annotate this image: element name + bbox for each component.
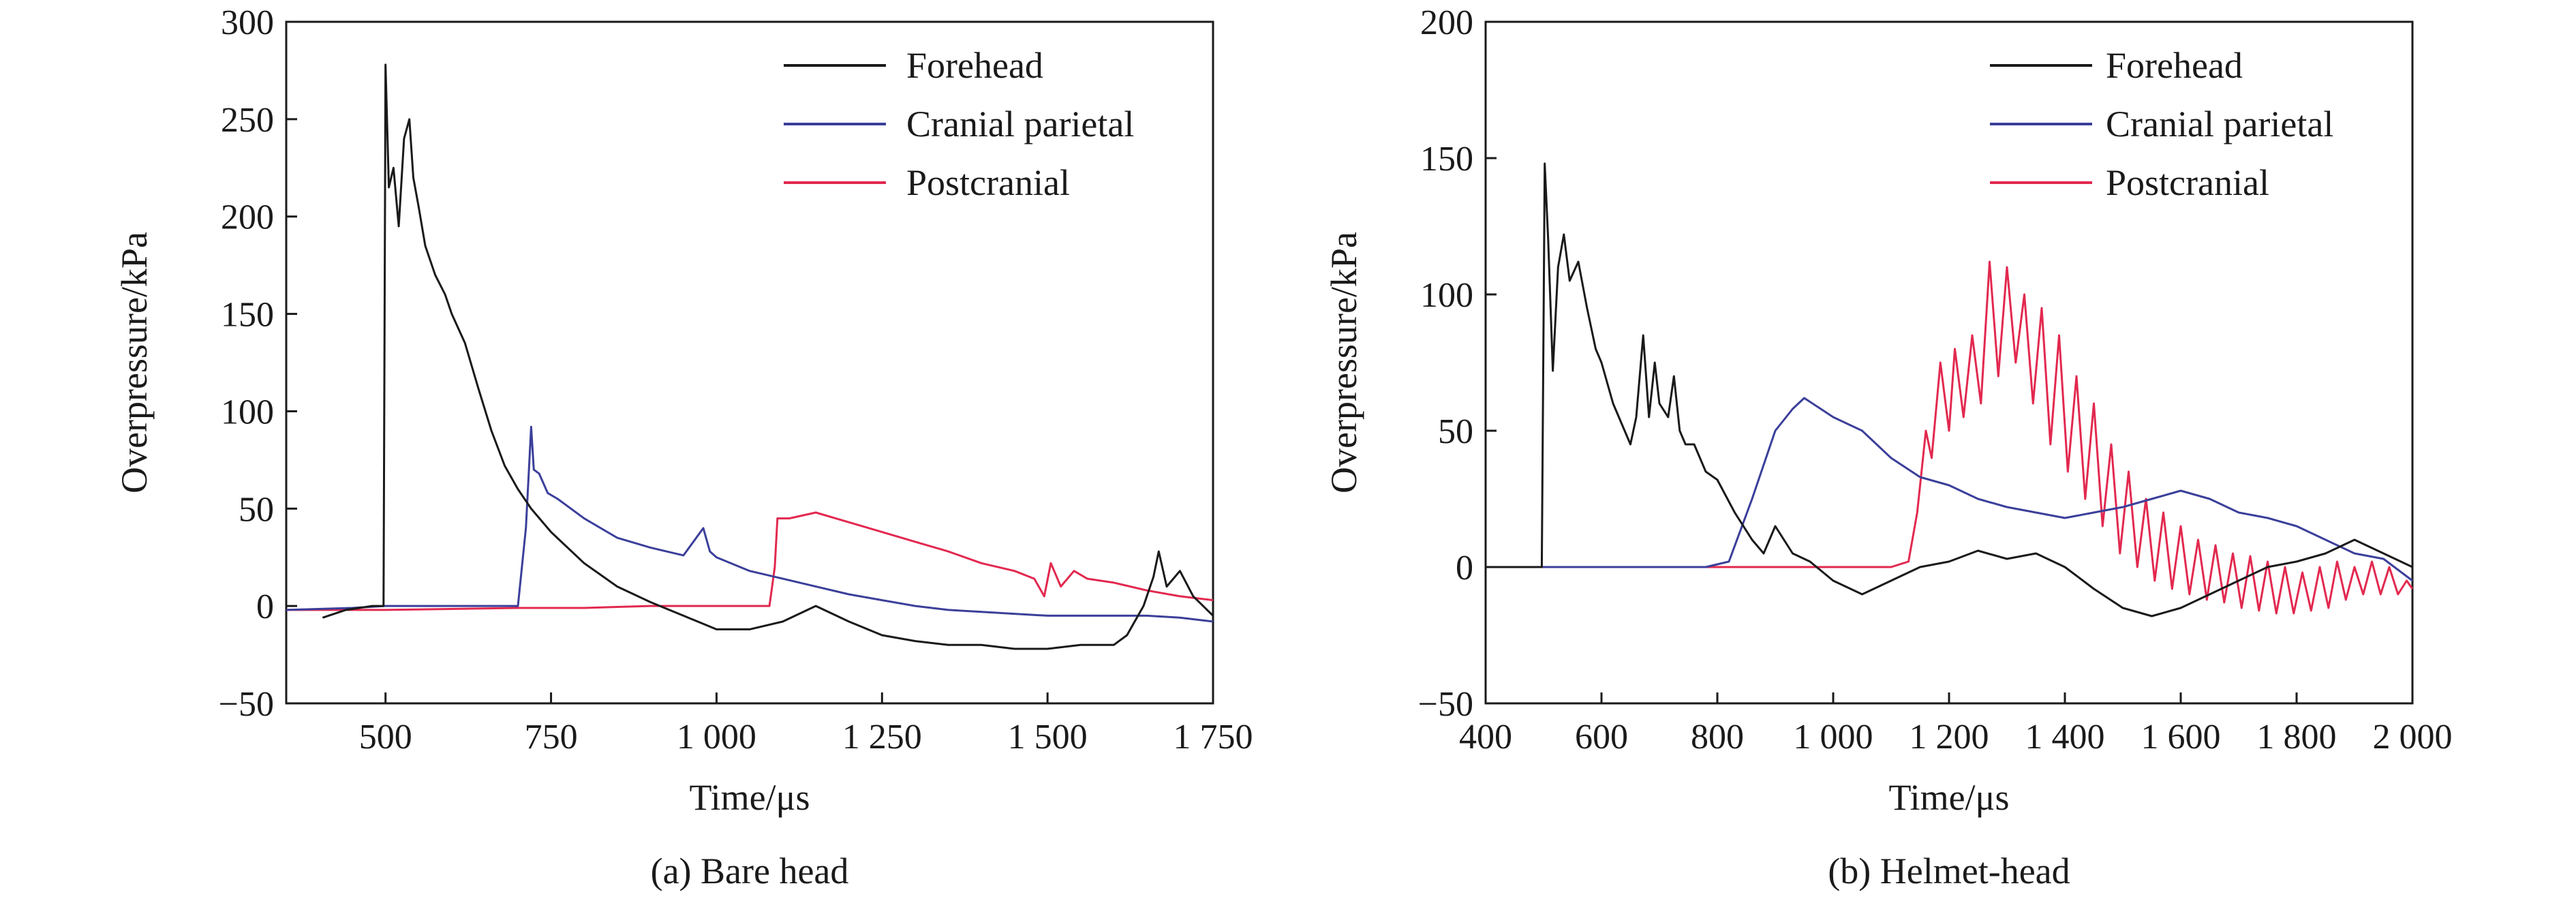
x-tick-label: 500 [359,718,412,757]
y-tick-label: −50 [219,685,274,724]
legend-label-forehead: Forehead [906,45,1043,86]
series-line-forehead [322,63,1214,650]
chart-panel-bare-head: −50 0 50 100 150 200 250 300 500 750 1 000 1 250 1 … [114,3,1253,891]
x-tick-label: 750 [525,718,578,757]
legend: Forehead Cranial parietal Postcranial [1990,45,2333,203]
series-lines [1486,162,2414,617]
chart-panel-helmet-head: −50 0 50 100 150 200 400 600 800 1 000 1 200 1 400… [1323,3,2453,891]
x-tick-label: 1 000 [677,718,756,757]
y-tick-label: 200 [1420,3,1473,42]
x-tick-label: 600 [1575,718,1628,757]
series-line-cranial-parietal [286,425,1214,623]
legend: Forehead Cranial parietal Postcranial [784,45,1134,203]
y-tick-label: 100 [1420,276,1473,315]
y-tick-label: 150 [221,296,274,335]
series-line-postcranial [1486,260,2414,615]
x-tick-label: 1 000 [1794,718,1873,757]
series-lines [286,63,1214,650]
x-tick-label: 1 400 [2025,718,2105,757]
plot-frame [285,20,1214,705]
legend-label-forehead: Forehead [2106,45,2243,86]
y-tick-label: −50 [1418,685,1473,724]
y-axis-ticks: −50 0 50 100 150 200 250 300 [219,3,297,724]
y-axis-ticks: −50 0 50 100 150 200 [1418,3,1497,724]
y-tick-label: 50 [1438,412,1473,451]
y-tick-label: 50 [239,490,274,529]
y-tick-label: 200 [221,198,274,237]
y-axis-title: Overpressure/kPa [114,232,155,493]
legend-label-postcranial: Postcranial [906,162,1070,203]
y-axis-title: Overpressure/kPa [1323,232,1364,493]
plot-area-border [285,20,1214,705]
x-axis-ticks: 400 600 800 1 000 1 200 1 400 1 600 1 800 2 000 [1459,692,2453,757]
y-tick-label: 0 [256,587,274,626]
legend-label-cranial-parietal: Cranial parietal [906,104,1134,144]
series-line-cranial-parietal [1486,397,2413,582]
legend-label-cranial-parietal: Cranial parietal [2106,104,2333,144]
x-tick-label: 1 250 [842,718,922,757]
x-axis-title: Time/μs [689,777,810,818]
y-tick-label: 300 [221,3,274,42]
x-tick-label: 1 750 [1174,718,1253,757]
series-line-forehead [1486,162,2413,617]
y-tick-label: 250 [221,101,274,140]
x-tick-label: 1 200 [1910,718,1989,757]
panel-caption: (b) Helmet-head [1828,851,2070,891]
x-axis-title: Time/μs [1888,777,2009,818]
x-tick-label: 2 000 [2373,718,2453,757]
y-tick-label: 100 [221,393,274,431]
panel-caption: (a) Bare head [651,851,849,891]
x-tick-label: 400 [1459,718,1512,757]
x-axis-ticks: 500 750 1 000 1 250 1 500 1 750 [359,692,1253,757]
x-tick-label: 1 500 [1008,718,1088,757]
legend-label-postcranial: Postcranial [2106,162,2269,203]
x-tick-label: 1 600 [2141,718,2221,757]
x-tick-label: 800 [1691,718,1744,757]
x-tick-label: 1 800 [2257,718,2337,757]
y-tick-label: 150 [1420,140,1473,179]
y-tick-label: 0 [1456,549,1473,587]
series-line-postcranial [286,511,1214,611]
